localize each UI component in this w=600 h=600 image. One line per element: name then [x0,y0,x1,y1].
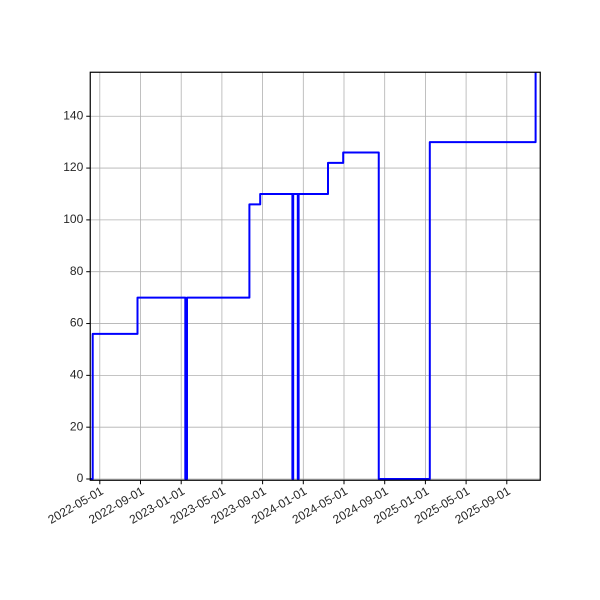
svg-text:140: 140 [63,108,83,122]
svg-text:120: 120 [63,160,83,174]
svg-text:0: 0 [77,471,84,485]
svg-text:20: 20 [70,419,84,433]
svg-text:40: 40 [70,368,84,382]
svg-text:60: 60 [70,316,84,330]
svg-text:80: 80 [70,264,84,278]
svg-text:100: 100 [63,212,83,226]
